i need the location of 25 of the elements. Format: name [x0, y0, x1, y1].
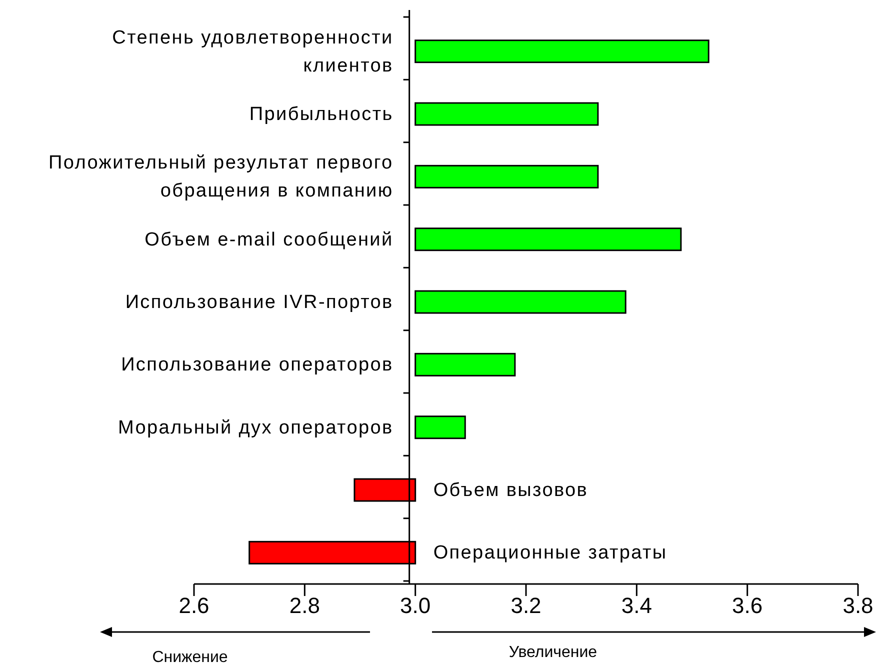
x-tick-label: 2.8: [289, 593, 320, 618]
x-tick-label: 3.8: [842, 593, 874, 618]
y-tick-label: Использование IVR-портов: [125, 292, 394, 313]
y-tick-label: Моральный дух операторов: [118, 417, 394, 438]
x-tick-label: 3.2: [510, 593, 542, 618]
text: Увеличение: [508, 644, 598, 661]
bar: [414, 416, 466, 440]
x-tick-label: 3.4: [621, 593, 652, 618]
text: Снижение: [152, 649, 228, 666]
y-tick-label: Операционные затраты: [433, 542, 668, 564]
bar: [414, 290, 626, 314]
bar: [414, 228, 682, 252]
y-tick-label: Объем вызовов: [433, 480, 588, 501]
y-tick-label: Положительный результат первого обращения в компанию: [48, 152, 394, 202]
bar: [414, 40, 710, 64]
bar: [414, 102, 599, 126]
x-tick-label: 2.6: [178, 593, 210, 618]
y-tick-label: Использование операторов: [121, 354, 394, 376]
y-tick-label: Степень удовлетворенности клиентов: [112, 27, 394, 76]
y-tick-label: Прибыльность: [249, 104, 394, 125]
y-tick-label: Объем e-mail сообщений: [144, 229, 394, 250]
x-tick-label: 3.0: [400, 593, 431, 618]
bar: [414, 164, 599, 188]
bar: [414, 352, 516, 376]
x-tick-label: 3.6: [732, 593, 763, 618]
